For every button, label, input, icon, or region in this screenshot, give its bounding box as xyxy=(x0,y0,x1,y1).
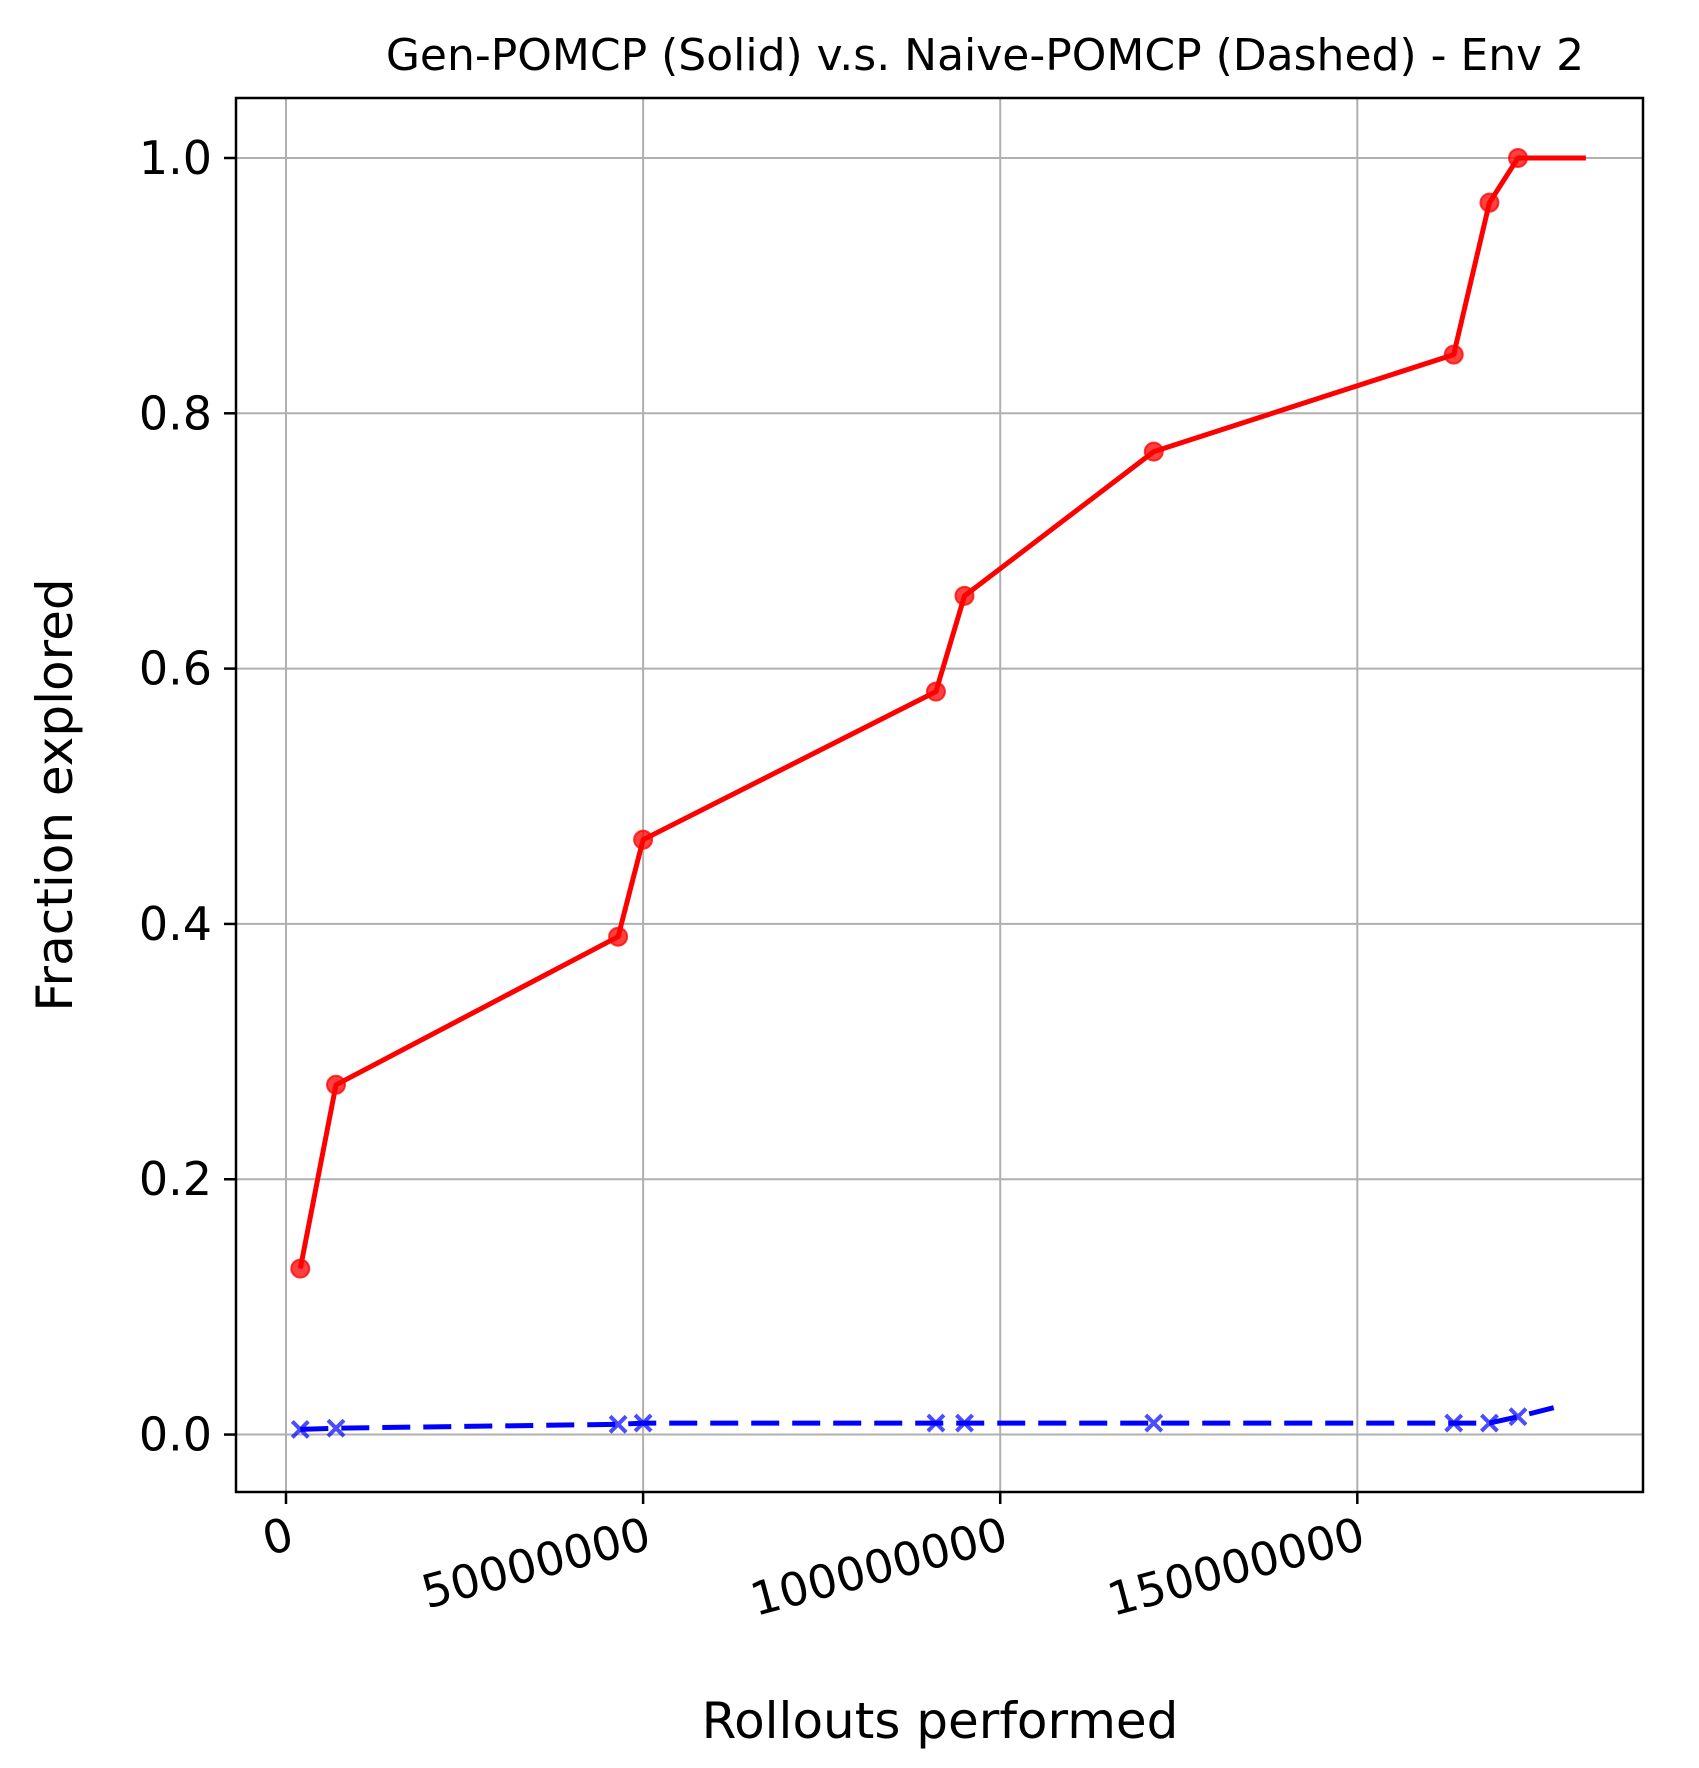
data-point xyxy=(1479,192,1500,213)
y-tick-label: 1.0 xyxy=(139,131,212,185)
data-point xyxy=(633,829,654,850)
x-tick-label: 0 xyxy=(257,1506,299,1566)
data-point xyxy=(926,1413,946,1433)
data-point xyxy=(608,926,629,947)
data-point xyxy=(326,1418,346,1438)
data-point xyxy=(1480,1413,1499,1433)
y-tick-label: 0.0 xyxy=(139,1408,212,1462)
series-0 xyxy=(290,147,1586,1279)
data-point xyxy=(1508,147,1529,168)
data-point xyxy=(1443,344,1464,365)
data-point xyxy=(608,1414,628,1434)
data-point xyxy=(1508,1407,1528,1427)
series-1 xyxy=(290,1405,1555,1439)
series-line xyxy=(297,155,1586,1270)
data-point xyxy=(633,1413,653,1433)
chart-title: Gen-POMCP (Solid) v.s. Naive-POMCP (Dash… xyxy=(386,30,1584,81)
data-point xyxy=(955,1413,974,1433)
y-tick-label: 0.6 xyxy=(139,642,212,696)
plot-area-frame xyxy=(234,96,1645,1494)
series-layer xyxy=(290,147,1586,1439)
y-tick-label: 0.4 xyxy=(139,897,212,951)
x-axis-label: Rollouts performed xyxy=(702,1692,1179,1750)
x-tick-label: 150000000 xyxy=(1102,1506,1370,1626)
data-point xyxy=(1444,1413,1464,1433)
grid xyxy=(236,98,1643,1492)
data-point xyxy=(954,585,975,606)
data-point xyxy=(1144,1413,1164,1433)
axis-ticks: 0 50000000 100000000 150000000 0.0 0.2 0.4 0.6 0… xyxy=(139,131,1370,1627)
y-tick-label: 0.2 xyxy=(139,1152,212,1206)
data-point xyxy=(1143,441,1164,462)
y-axis-label: Fraction explored xyxy=(26,578,84,1011)
data-point xyxy=(325,1074,346,1095)
series-line xyxy=(300,1405,1555,1432)
data-point xyxy=(290,1420,310,1439)
data-point xyxy=(925,681,946,702)
x-tick-label: 50000000 xyxy=(416,1506,656,1619)
x-tick-label: 100000000 xyxy=(745,1506,1013,1626)
data-point xyxy=(290,1258,311,1279)
y-tick-label: 0.8 xyxy=(139,386,212,440)
